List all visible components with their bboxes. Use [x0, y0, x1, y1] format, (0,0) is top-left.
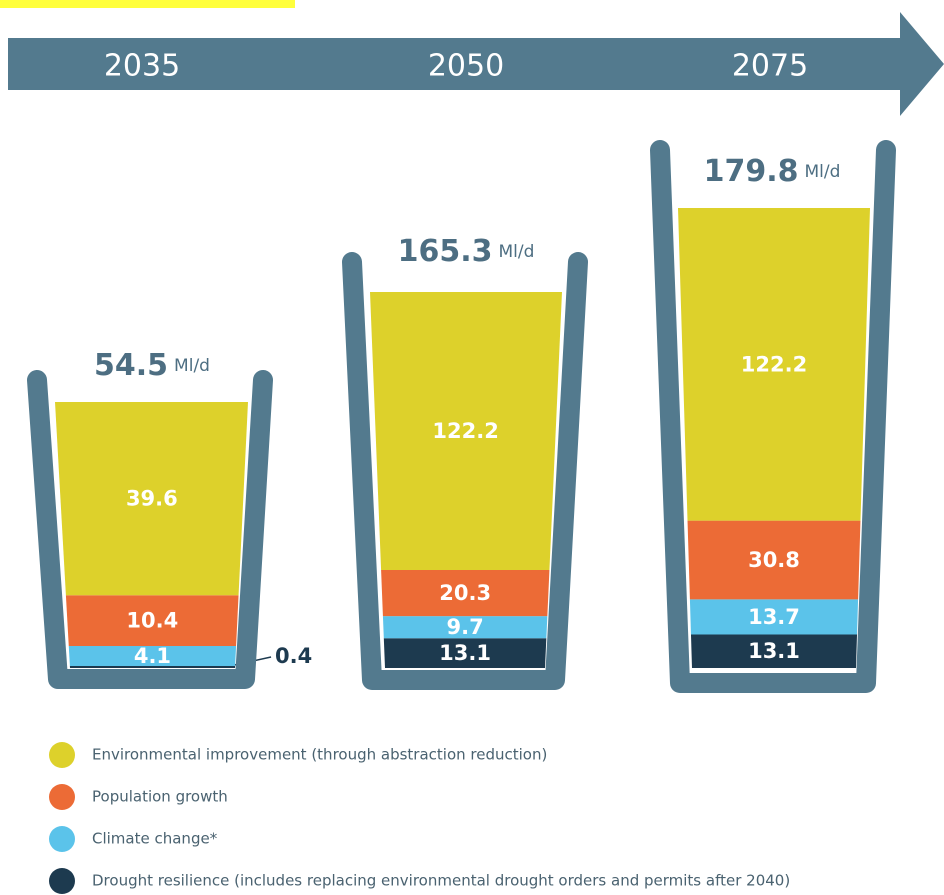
segment [68, 646, 237, 667]
value-label: 122.2 [741, 352, 807, 376]
segment [55, 402, 248, 596]
value-label: 9.7 [447, 615, 484, 639]
year-label: 2035 [104, 49, 180, 84]
value-label: 122.2 [432, 419, 498, 443]
legend-label: Climate change* [92, 830, 218, 848]
segment [690, 634, 858, 668]
legend-label: Drought resilience (includes replacing e… [92, 872, 790, 890]
total-unit: Ml/d [804, 162, 840, 182]
total-value: 179.8 [704, 154, 799, 189]
legend-swatch [49, 784, 75, 810]
total-value: 54.5 [94, 348, 168, 383]
glass [342, 252, 588, 690]
legend-swatch [49, 742, 75, 768]
highlight [0, 0, 295, 8]
total-label: 54.5 Ml/d [94, 348, 210, 383]
legend-swatch [49, 826, 75, 852]
value-label: 13.1 [748, 639, 800, 663]
year-label: 2075 [732, 49, 808, 84]
value-label: 39.6 [126, 487, 178, 511]
segment [678, 208, 870, 521]
total-unit: Ml/d [498, 242, 534, 262]
segment [69, 666, 236, 668]
segment [381, 569, 550, 617]
value-label: 4.1 [134, 644, 171, 668]
glass [27, 370, 273, 689]
segment [65, 595, 239, 647]
legend-label: Environmental improvement (through abstr… [92, 746, 547, 764]
total-value: 165.3 [398, 234, 493, 269]
legend-label: Population growth [92, 788, 228, 806]
segment [687, 520, 861, 600]
glass [650, 140, 896, 693]
total-label: 165.3 Ml/d [398, 234, 535, 269]
value-label: 30.8 [748, 548, 800, 572]
segment [370, 292, 562, 570]
timeline-arrow [8, 12, 944, 116]
value-label: 20.3 [439, 581, 491, 605]
legend-swatch [49, 868, 75, 894]
total-unit: Ml/d [174, 356, 210, 376]
value-label: 10.4 [126, 609, 178, 633]
value-label: 0.4 [275, 644, 312, 668]
total-label: 179.8 Ml/d [704, 154, 841, 189]
segment [689, 599, 859, 635]
value-label: 13.1 [439, 641, 491, 665]
value-label: 13.7 [748, 605, 800, 629]
segment [382, 616, 548, 639]
segment [383, 638, 547, 668]
year-label: 2050 [428, 49, 504, 84]
